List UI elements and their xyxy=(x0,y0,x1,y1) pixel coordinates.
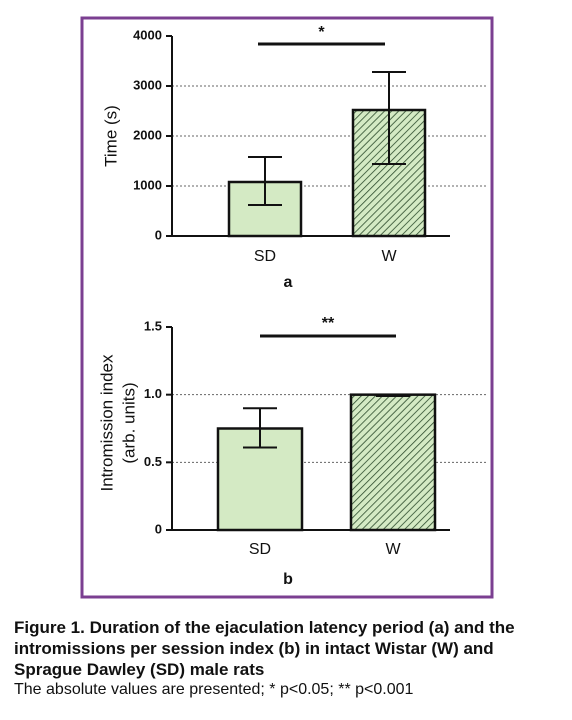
x-tick-label: SD xyxy=(249,541,271,558)
y-tick-label: 1.5 xyxy=(144,318,162,333)
panel-label: a xyxy=(284,274,293,291)
y-tick-label: 4000 xyxy=(133,27,162,42)
caption-note: The absolute values are presented; * p<0… xyxy=(14,681,414,698)
y-tick-label: 0 xyxy=(155,227,162,242)
bar xyxy=(349,393,437,532)
figure: 0 1000 2000 3000 4000 SD Wa * Time (s) 0 0.5 1.0 1.5… xyxy=(80,16,494,599)
figure-border xyxy=(80,16,494,599)
y-tick-label: 1000 xyxy=(133,177,162,192)
x-tick-label: W xyxy=(381,248,397,265)
x-tick-label: SD xyxy=(254,248,276,265)
y-axis-title: Intromission index xyxy=(97,354,116,492)
y-axis-title: Time (s) xyxy=(101,105,120,167)
y-tick-label: 1.0 xyxy=(144,386,162,401)
caption: Figure 1. Duration of the ejaculation la… xyxy=(14,617,564,700)
y-axis-title: (arb. units) xyxy=(119,382,138,463)
y-tick-label: 0.5 xyxy=(144,454,162,469)
significance-label: * xyxy=(318,24,325,41)
panel-label: b xyxy=(283,571,293,588)
y-tick-label: 0 xyxy=(155,521,162,536)
y-tick-label: 2000 xyxy=(133,127,162,142)
caption-title: Figure 1. Duration of the ejaculation la… xyxy=(14,618,515,679)
x-tick-label: W xyxy=(385,541,401,558)
y-tick-label: 3000 xyxy=(133,77,162,92)
significance-label: ** xyxy=(322,315,335,332)
